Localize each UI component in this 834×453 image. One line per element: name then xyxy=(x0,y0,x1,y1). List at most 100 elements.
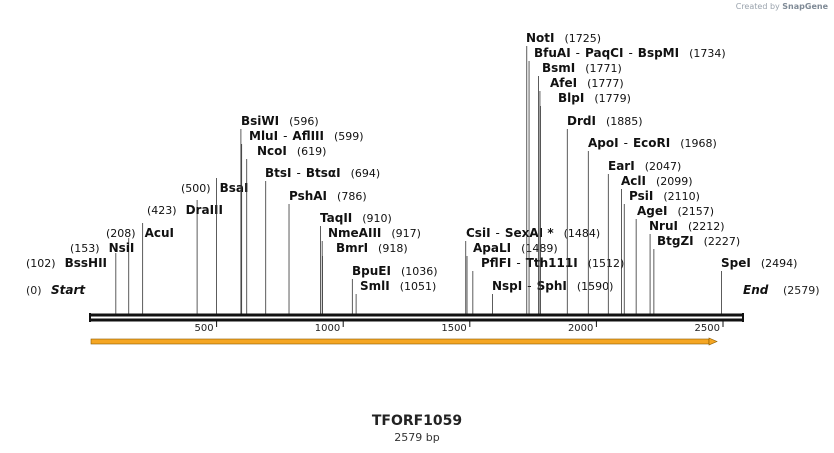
site-label: PshAI (786) xyxy=(289,189,367,203)
enzyme-name: DraIII xyxy=(186,203,223,217)
enzyme-name: PsiI xyxy=(629,189,653,203)
site-position: (694) xyxy=(351,167,381,180)
site-bsshii[interactable]: (102) BssHII xyxy=(26,253,117,314)
enzyme-name: BfuAI xyxy=(534,46,571,60)
enzyme-name: NotI xyxy=(526,31,555,45)
enzyme-name: BpuEI xyxy=(352,264,391,278)
site-bsmi[interactable]: BsmI (1771) xyxy=(538,61,622,314)
site-position: (1771) xyxy=(585,62,622,75)
site-nspi-sphi[interactable]: NspI-SphI(1590) xyxy=(492,279,613,314)
site-bpuei[interactable]: BpuEI (1036) xyxy=(351,264,438,314)
site-label: PflFI - Tth111I (1512) xyxy=(481,256,624,270)
site-afei[interactable]: AfeI (1777) xyxy=(539,76,624,314)
enzyme-name: AgeI xyxy=(637,204,667,218)
site-label: BlpI (1779) xyxy=(558,91,631,105)
site-position: (2227) xyxy=(704,235,741,248)
site-agei[interactable]: AgeI (2157) xyxy=(635,204,714,314)
site-position: (619) xyxy=(297,145,327,158)
site-apali[interactable]: ApaLI (1489) xyxy=(466,241,558,314)
site-label: EarI (2047) xyxy=(608,159,681,173)
enzyme-name: BsmI xyxy=(542,61,575,75)
site-label: BtsI - BtsαI (694) xyxy=(265,166,380,180)
site-drdi[interactable]: DrdI (1885) xyxy=(566,114,643,314)
site-label: AgeI (2157) xyxy=(637,204,714,218)
site-apoi-ecori[interactable]: ApoI - EcoRI (1968) xyxy=(587,136,717,314)
name-separator: - xyxy=(624,136,628,150)
site-bfuai-paqci-bspmi[interactable]: BfuAI - PaqCI - BspMI (1734) xyxy=(528,46,726,314)
site-label: SpeI (2494) xyxy=(721,256,797,270)
start-label: Start xyxy=(51,283,86,297)
site-acli[interactable]: AclI (2099) xyxy=(621,174,693,314)
site-label: PsiI (2110) xyxy=(629,189,700,203)
site-bsai[interactable]: (500) BsaI xyxy=(181,178,248,314)
enzyme-name: BsiWI xyxy=(241,114,279,128)
name-separator: - xyxy=(576,46,580,60)
site-label: (102) BssHII xyxy=(26,256,107,270)
end-label: End xyxy=(743,283,769,297)
site-pshai[interactable]: PshAI (786) xyxy=(288,189,367,314)
enzyme-name: NspI xyxy=(492,279,522,293)
enzyme-name: PflFI xyxy=(481,256,511,270)
enzyme-name: TaqII xyxy=(320,211,352,225)
site-position: (599) xyxy=(334,130,364,143)
site-draiii[interactable]: (423) DraIII xyxy=(147,200,223,314)
site-position: (1725) xyxy=(565,32,602,45)
site-acui[interactable]: (208) AcuI xyxy=(106,223,174,314)
site-position: (1051) xyxy=(400,280,437,293)
site-bmri[interactable]: BmrI (918) xyxy=(322,241,408,314)
axis-tick-label: 1500 xyxy=(441,323,466,334)
enzyme-name: BtgZI xyxy=(657,234,694,248)
site-label: TaqII (910) xyxy=(320,211,392,225)
site-label: AclI (2099) xyxy=(621,174,693,188)
site-blpi[interactable]: BlpI (1779) xyxy=(540,91,631,314)
site-position: (1036) xyxy=(401,265,438,278)
site-btsi-bts-i[interactable]: BtsI - BtsαI (694) xyxy=(265,166,380,314)
site-label: (500) BsaI xyxy=(181,181,248,195)
site-label: (423) DraIII xyxy=(147,203,223,217)
site-position: (786) xyxy=(337,190,367,203)
site-label: MluI - AflIII (599) xyxy=(249,129,364,143)
site-position: (2212) xyxy=(688,220,725,233)
site-mlui-afliii[interactable]: MluI - AflIII (599) xyxy=(241,129,364,314)
enzyme-name: BmrI xyxy=(336,241,368,255)
site-nsii[interactable]: (153) NsiI xyxy=(70,238,134,314)
site-csii-sexai[interactable]: CsiI - SexAI * (1484) xyxy=(465,226,600,314)
site-taqii[interactable]: TaqII (910) xyxy=(320,211,392,314)
site-label: (153) NsiI xyxy=(70,241,134,255)
site-nrui[interactable]: NruI (2212) xyxy=(649,219,725,314)
site-position: (2110) xyxy=(663,190,700,203)
enzyme-name: AfeI xyxy=(550,76,577,90)
site-eari[interactable]: EarI (2047) xyxy=(607,159,681,314)
enzyme-name: SpeI xyxy=(721,256,751,270)
enzyme-name: NruI xyxy=(649,219,678,233)
snapgene-credit: Created by SnapGene xyxy=(736,2,828,11)
orf-feature xyxy=(90,337,718,346)
enzyme-name: NcoI xyxy=(257,144,287,158)
site-btgzi[interactable]: BtgZI (2227) xyxy=(653,234,741,314)
enzyme-name: BlpI xyxy=(558,91,584,105)
site-position: (2157) xyxy=(677,205,714,218)
enzyme-name: EcoRI xyxy=(633,136,670,150)
site-label: NmeAIII (917) xyxy=(328,226,421,240)
name-separator: - xyxy=(516,256,520,270)
site-ncoi[interactable]: NcoI (619) xyxy=(246,144,327,314)
name-separator: - xyxy=(283,129,287,143)
enzyme-name: CsiI xyxy=(466,226,491,240)
site-position: (500) xyxy=(181,182,211,195)
site-nmeaiii[interactable]: NmeAIII (917) xyxy=(321,226,421,314)
site-bsiwi[interactable]: BsiWI (596) xyxy=(240,114,319,314)
name-separator: - xyxy=(628,46,632,60)
axis-tick-label: 2500 xyxy=(695,323,720,334)
site-label: BpuEI (1036) xyxy=(352,264,438,278)
enzyme-name: NmeAIII xyxy=(328,226,381,240)
site-psii[interactable]: PsiI (2110) xyxy=(623,189,700,314)
sequence-axis: (0) Start End (2579) 500 1000 1500 2000 2500 xyxy=(26,283,820,334)
site-smli[interactable]: SmlI (1051) xyxy=(355,279,437,314)
site-spei[interactable]: SpeI (2494) xyxy=(721,256,797,314)
site-noti[interactable]: NotI (1725) xyxy=(526,31,601,314)
site-label: DrdI (1885) xyxy=(567,114,643,128)
snapgene-logo: SnapGene xyxy=(782,2,828,11)
enzyme-name: MluI xyxy=(249,129,278,143)
site-position: (1777) xyxy=(587,77,624,90)
site-label: ApoI - EcoRI (1968) xyxy=(588,136,717,150)
